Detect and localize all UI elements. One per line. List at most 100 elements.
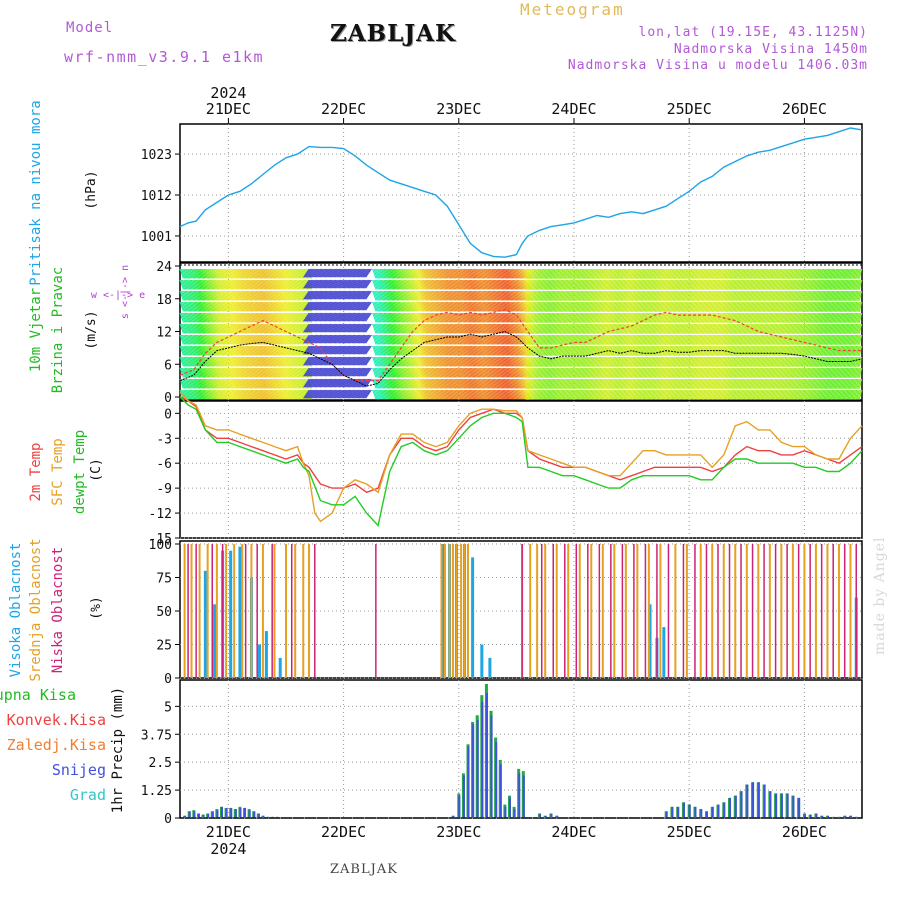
wind-barb [362,312,370,322]
wind-barb [463,301,468,312]
wind-barb [353,334,361,344]
wind-barb [269,301,274,312]
wind-barb [237,312,243,323]
wind-barb [293,301,298,312]
wind-barb [251,312,257,323]
wind-barb [203,290,208,301]
wind-barb [270,323,276,334]
wind-barb [287,279,292,290]
wind-barb [403,312,409,323]
wind-barb [328,334,336,344]
wind-barb [332,345,339,355]
wind-barb [297,356,302,367]
y-tick-label: 1001 [141,230,172,245]
wind-barb [441,345,447,356]
wind-barb [429,268,434,279]
wind-barb [362,389,370,399]
wind-barb [381,268,386,279]
wind-barb [420,323,425,334]
wind-barb [353,345,361,355]
wind-barb [331,268,338,278]
wind-barb [451,301,457,312]
wind-barb [287,389,292,400]
wind-barb [304,389,311,399]
wind-barb [343,268,351,278]
wind-barb [403,323,409,334]
wind-barb [351,334,358,344]
wind-barb [457,378,462,389]
wind-barb [251,378,257,389]
wind-barb [459,279,464,290]
wind-barb [278,367,283,378]
wind-barb [436,334,442,345]
wind-barb [282,268,287,279]
wind-barb [226,323,231,334]
wind-barb [241,356,246,367]
wind-barb [213,323,219,334]
wind-barb [187,378,192,389]
wind-barb [478,378,483,389]
wind-barb [193,323,198,334]
wind-barb [329,312,337,322]
wind-barb [324,323,332,333]
wind-barb [212,279,217,290]
wind-barb [398,323,404,334]
wind-barb [302,312,307,323]
wind-barb [313,279,320,289]
wind-barb [275,301,281,312]
wind-barb [265,345,271,356]
wind-barb [319,345,327,355]
wind-barb [307,290,314,300]
wind-barb [226,279,231,290]
wind-barb [348,312,356,322]
wind-barb [220,356,225,367]
wind-barb [202,389,207,400]
wind-barb [278,389,283,400]
wind-barb [285,290,291,301]
wind-barb [446,301,452,312]
wind-barb [431,345,437,356]
wind-barb [244,378,249,389]
wind-barb [350,334,357,344]
wind-barb [374,323,380,334]
wind-barb [193,334,198,345]
wind-barb [194,389,200,400]
wind-barb [350,323,357,333]
wind-barb [225,378,230,389]
wind-barb [285,389,291,400]
wind-barb [270,367,276,378]
wind-barb [403,367,409,378]
wind-barb [206,323,211,334]
wind-barb [194,312,200,323]
wind-barb [398,334,404,345]
wind-barb [482,389,487,400]
wind-barb [197,279,202,290]
wind-barb [299,290,305,301]
wind-barb [406,378,411,389]
wind-barb [308,279,315,289]
wind-barb [373,334,378,345]
wind-barb [455,323,461,334]
wind-barb [279,389,285,400]
wind-barb [379,345,385,356]
wind-barb [482,268,487,279]
wind-barb [324,301,332,311]
wind-barb [421,323,426,334]
wind-barb [226,345,231,356]
wind-barb [268,290,273,301]
wind-barb [189,290,195,301]
wind-barb [269,279,274,290]
wind-barb [339,389,347,399]
wind-barb [273,356,278,367]
wind-barb [303,367,310,377]
wind-barb [303,356,310,366]
wind-barb [282,389,287,400]
wind-barb [187,356,192,367]
wind-barb [287,345,292,356]
wind-barb [468,279,473,290]
wind-barb [329,367,337,377]
wind-barb [342,301,349,311]
wind-barb [441,301,447,312]
wind-barb [465,268,471,279]
wind-barb [378,323,383,334]
